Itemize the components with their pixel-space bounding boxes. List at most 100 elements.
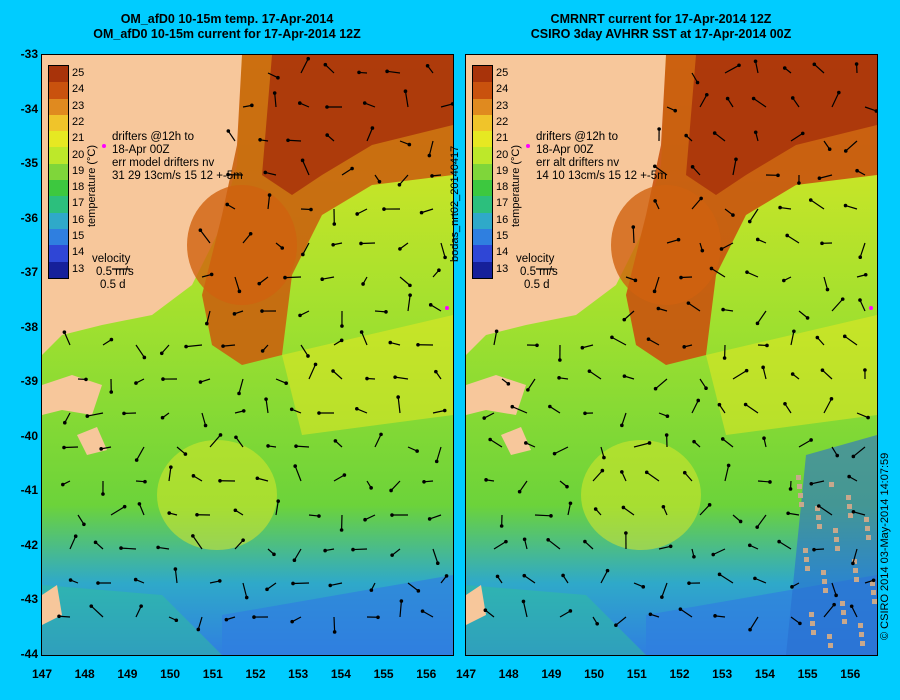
current-arrow-head [805, 316, 810, 320]
copyright-label: © CSIRO 2014 03-May-2014 14:07:59 [879, 452, 891, 640]
missing-data-pixel [822, 579, 827, 584]
current-arrow [699, 504, 711, 516]
current-arrow [852, 446, 866, 457]
current-arrow [810, 199, 825, 210]
south-eddy [157, 440, 277, 550]
current-arrow [582, 344, 594, 349]
current-arrow-head [734, 157, 738, 162]
current-arrow-head [717, 572, 722, 577]
colorbar-tick-label: 13 [496, 262, 509, 275]
current-arrow [63, 331, 71, 346]
x-tick-label: 155 [373, 667, 394, 681]
current-arrow-head [96, 581, 100, 585]
current-arrow-head [139, 604, 143, 608]
current-arrow [364, 102, 376, 108]
missing-data-pixel [797, 484, 802, 489]
missing-data-pixel [872, 599, 877, 604]
current-arrow-head [595, 622, 599, 626]
x-tick-label: 150 [160, 667, 181, 681]
right-drifters-line4: 14 10 13cm/s 15 12 +-5m [536, 170, 667, 182]
current-arrow [749, 616, 759, 631]
current-arrow-head [332, 222, 337, 226]
x-tick-label: 151 [626, 667, 647, 681]
current-arrow [361, 331, 368, 346]
current-arrow-head [842, 334, 847, 339]
current-arrow-head [843, 149, 848, 153]
current-arrow-head [241, 538, 245, 542]
current-arrow-head [122, 411, 126, 416]
current-arrow-head [377, 179, 382, 184]
current-arrow [691, 400, 699, 414]
current-arrow-head [622, 317, 627, 322]
current-arrow [294, 465, 302, 482]
missing-data-pixel [803, 548, 808, 553]
current-arrow-head [812, 62, 817, 67]
current-arrow [440, 242, 446, 258]
current-arrow [174, 569, 178, 584]
current-arrow [600, 446, 605, 458]
current-arrow [63, 446, 79, 449]
right-drifters-line2: 18-Apr 00Z [536, 144, 594, 156]
current-arrow-head [777, 539, 781, 544]
current-arrow [646, 471, 660, 482]
current-arrow-head [854, 62, 859, 66]
south-eddy [581, 440, 701, 550]
left-temperature-colorbar [48, 65, 69, 279]
current-arrow-head [369, 588, 374, 592]
current-arrow-head [283, 275, 287, 280]
current-arrow-head [435, 561, 440, 566]
missing-data-pixel [810, 621, 815, 626]
current-arrow [615, 616, 627, 626]
current-arrow-head [817, 176, 822, 181]
current-arrow-head [700, 248, 705, 253]
current-arrow-head [396, 395, 400, 399]
current-arrow-head [798, 621, 802, 626]
x-tick-label: 149 [117, 667, 138, 681]
left-title-line2: OM_afD0 10-15m current for 17-Apr-2014 1… [93, 27, 361, 41]
current-arrow-head [849, 604, 854, 609]
current-arrow-head [664, 433, 669, 437]
current-arrow-head [482, 416, 487, 420]
current-arrow-head [495, 574, 500, 579]
current-arrow [680, 608, 693, 618]
current-arrow [621, 412, 627, 426]
current-arrow-head [788, 487, 793, 491]
current-arrow-head [568, 501, 573, 506]
current-arrow [721, 242, 734, 250]
right-velocity-duration: 0.5 d [524, 279, 550, 291]
current-arrow-head [790, 96, 795, 100]
current-arrow [489, 439, 503, 448]
current-arrow-head [62, 330, 67, 334]
current-arrow-head [587, 369, 592, 373]
current-arrow-head [696, 398, 701, 403]
current-arrow [158, 546, 170, 550]
current-arrow-head [747, 543, 752, 548]
right-title: CMRNRT current for 17-Apr-2014 12Z CSIRO… [451, 12, 871, 42]
missing-data-pixel [833, 528, 838, 533]
current-arrow [692, 166, 701, 176]
current-arrow-head [744, 368, 749, 373]
current-arrow-head [313, 362, 318, 367]
current-arrow-head [350, 166, 354, 171]
current-arrow [584, 541, 594, 550]
current-arrow-head [816, 504, 821, 508]
current-arrow [746, 271, 759, 278]
current-arrow [302, 160, 310, 176]
left-drifters-line3: err model drifters nv [112, 157, 215, 169]
current-arrow [238, 378, 244, 394]
current-arrow-head [284, 381, 288, 385]
current-arrow-head [342, 473, 347, 477]
current-arrow [69, 535, 77, 550]
x-tick-label: 156 [840, 667, 861, 681]
current-arrow [58, 615, 71, 618]
colorbar-tick-label: 21 [496, 132, 509, 145]
current-arrow [407, 295, 411, 312]
current-arrow-head [858, 255, 863, 260]
current-arrow-head [753, 59, 758, 64]
current-arrow [398, 174, 409, 186]
current-arrow-head [422, 479, 426, 484]
current-arrow [527, 378, 536, 391]
current-arrow [197, 616, 203, 630]
current-arrow-head [357, 70, 361, 75]
drifter-marker [526, 144, 530, 148]
